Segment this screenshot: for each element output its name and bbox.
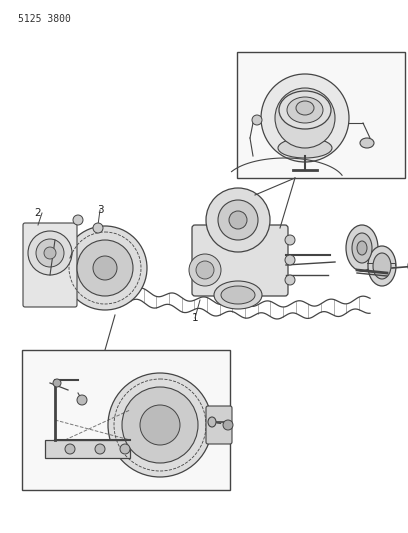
Text: 1: 1 <box>192 313 198 323</box>
Ellipse shape <box>296 101 314 115</box>
Circle shape <box>73 215 83 225</box>
Circle shape <box>93 256 117 280</box>
Circle shape <box>77 395 87 405</box>
Ellipse shape <box>278 138 332 158</box>
Circle shape <box>95 444 105 454</box>
Bar <box>22 350 230 490</box>
Circle shape <box>120 444 130 454</box>
Circle shape <box>285 275 295 285</box>
Text: 4: 4 <box>364 258 370 268</box>
Text: 7: 7 <box>372 75 378 85</box>
Text: 8: 8 <box>355 150 361 160</box>
Polygon shape <box>45 440 130 458</box>
Circle shape <box>275 88 335 148</box>
Circle shape <box>63 226 147 310</box>
Ellipse shape <box>287 97 323 123</box>
Circle shape <box>108 373 212 477</box>
Circle shape <box>229 211 247 229</box>
Circle shape <box>252 115 262 125</box>
FancyBboxPatch shape <box>206 406 232 444</box>
Circle shape <box>65 444 75 454</box>
FancyBboxPatch shape <box>23 223 77 307</box>
Bar <box>237 52 405 178</box>
Circle shape <box>223 420 233 430</box>
Circle shape <box>285 235 295 245</box>
Text: 3: 3 <box>97 205 103 215</box>
Circle shape <box>122 387 198 463</box>
Text: 6: 6 <box>259 77 266 87</box>
Text: 11: 11 <box>81 385 95 395</box>
Text: 12: 12 <box>93 465 106 475</box>
Circle shape <box>189 254 221 286</box>
Circle shape <box>285 255 295 265</box>
Circle shape <box>77 240 133 296</box>
Ellipse shape <box>346 225 378 271</box>
Circle shape <box>44 247 56 259</box>
Circle shape <box>261 74 349 162</box>
Ellipse shape <box>221 286 255 304</box>
Ellipse shape <box>360 138 374 148</box>
Ellipse shape <box>208 417 216 427</box>
Text: 2: 2 <box>35 208 41 218</box>
Circle shape <box>93 223 103 233</box>
Ellipse shape <box>368 246 396 286</box>
Ellipse shape <box>373 253 391 279</box>
Ellipse shape <box>357 241 367 255</box>
Circle shape <box>196 261 214 279</box>
Text: 9: 9 <box>192 360 198 370</box>
Circle shape <box>206 188 270 252</box>
Ellipse shape <box>352 233 372 263</box>
Text: 5: 5 <box>245 143 251 153</box>
Circle shape <box>53 379 61 387</box>
Circle shape <box>218 200 258 240</box>
Ellipse shape <box>214 281 262 309</box>
Circle shape <box>36 239 64 267</box>
FancyBboxPatch shape <box>192 225 288 296</box>
Circle shape <box>140 405 180 445</box>
Ellipse shape <box>279 91 331 129</box>
Circle shape <box>28 231 72 275</box>
Text: 5125 3800: 5125 3800 <box>18 14 71 24</box>
Text: 10: 10 <box>42 377 55 387</box>
